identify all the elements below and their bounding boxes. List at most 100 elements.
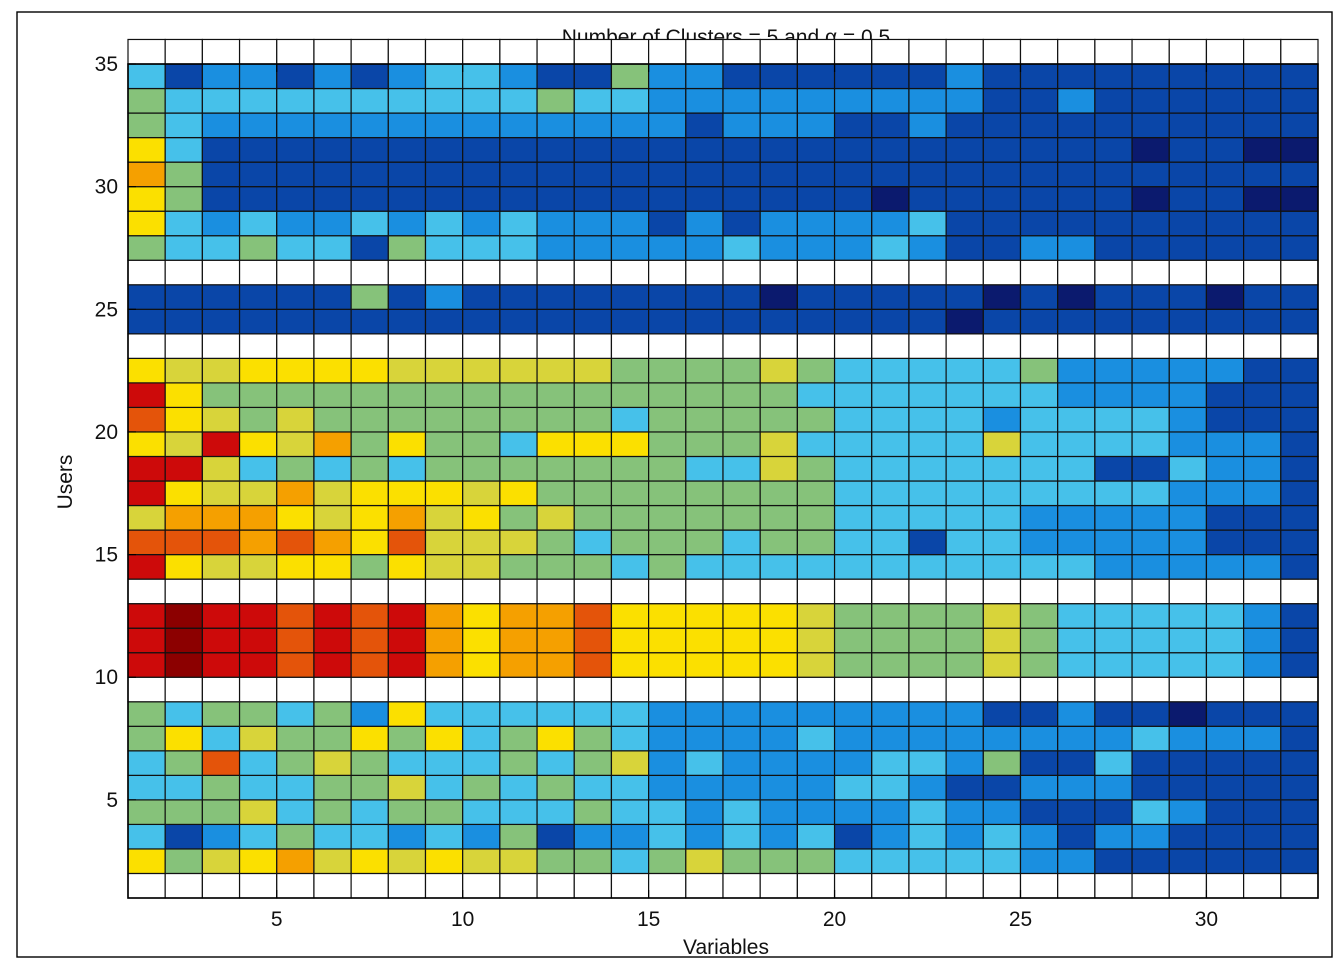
heatmap-cell [833, 799, 873, 826]
heatmap-cell [127, 136, 166, 163]
heatmap-cell [796, 652, 836, 678]
heatmap-cell [238, 210, 278, 237]
heatmap-cell [313, 259, 352, 286]
heatmap-cell [499, 872, 538, 899]
heatmap-cell [648, 136, 687, 163]
heatmap-cell [685, 553, 724, 580]
heatmap-cell [1131, 87, 1170, 114]
heatmap-cell [759, 87, 798, 114]
heatmap-cell [536, 799, 575, 826]
heatmap-cell [387, 603, 427, 629]
heatmap-cell [722, 676, 761, 703]
heatmap-cell [1168, 406, 1208, 433]
heatmap-cell [313, 504, 352, 531]
heatmap-cell [1019, 333, 1059, 359]
heatmap-cell [313, 210, 352, 237]
heatmap-cell [982, 799, 1022, 826]
heatmap-cell [982, 872, 1022, 899]
plot-area-border [127, 63, 1319, 899]
heatmap-cell [871, 750, 910, 776]
heatmap-cell [908, 603, 947, 629]
heatmap-cell [350, 578, 389, 605]
heatmap-cell [424, 161, 464, 188]
heatmap-cell [945, 308, 984, 335]
heatmap-cell [871, 774, 910, 801]
heatmap-cell [1205, 725, 1245, 752]
heatmap-cell [499, 382, 538, 409]
heatmap-cell [759, 823, 798, 850]
heatmap-cell [1131, 774, 1170, 801]
heatmap-cell [1168, 259, 1208, 286]
heatmap-cell [350, 161, 389, 188]
heatmap-cell [201, 480, 241, 507]
heatmap-cell [573, 848, 613, 875]
heatmap-cell [313, 235, 352, 261]
heatmap-cell [238, 333, 278, 359]
heatmap-cell [1131, 210, 1170, 237]
heatmap-cell [1205, 480, 1245, 507]
heatmap-cell [1094, 38, 1133, 65]
heatmap-cell [982, 480, 1022, 507]
heatmap-cell [945, 676, 984, 703]
heatmap-cell [387, 701, 427, 727]
heatmap-cell [1131, 504, 1170, 531]
heatmap-cell [424, 455, 464, 482]
heatmap-cell [1168, 529, 1208, 556]
heatmap-cell [387, 308, 427, 335]
heatmap-cell [796, 136, 836, 163]
heatmap-cell [871, 186, 910, 212]
heatmap-cell [276, 603, 315, 629]
heatmap-cell [945, 431, 984, 458]
heatmap-cell [1057, 455, 1096, 482]
heatmap-cell [1057, 259, 1096, 286]
heatmap-cell [127, 210, 166, 237]
heatmap-cell [1019, 529, 1059, 556]
heatmap-cell [164, 210, 203, 237]
heatmap-cell [387, 823, 427, 850]
heatmap-cell [462, 161, 501, 188]
heatmap-cell [648, 823, 687, 850]
heatmap-cell [424, 186, 464, 212]
heatmap-cell [350, 63, 389, 90]
heatmap-cell [796, 210, 836, 237]
heatmap-cell [499, 235, 538, 261]
heatmap-cell [164, 504, 203, 531]
heatmap-cell [164, 676, 203, 703]
heatmap-cell [982, 308, 1022, 335]
heatmap-cell [1094, 652, 1133, 678]
heatmap-cell [1168, 38, 1208, 65]
heatmap-cell [945, 725, 984, 752]
heatmap-cell [982, 333, 1022, 359]
heatmap-cell [1094, 627, 1133, 654]
heatmap-cell [982, 627, 1022, 654]
heatmap-cell [1280, 186, 1319, 212]
heatmap-cell [685, 676, 724, 703]
heatmap-cell [387, 382, 427, 409]
heatmap-cell [982, 112, 1022, 139]
heatmap-cell [573, 529, 613, 556]
heatmap-cell [908, 529, 947, 556]
heatmap-cell [796, 774, 836, 801]
heatmap-cell [387, 799, 427, 826]
heatmap-cell [722, 480, 761, 507]
heatmap-cell [1243, 431, 1282, 458]
heatmap-cell [610, 186, 650, 212]
heatmap-cell [648, 504, 687, 531]
heatmap-cell [1205, 235, 1245, 261]
heatmap-cell [1168, 848, 1208, 875]
heatmap-cell [908, 455, 947, 482]
heatmap-cell [573, 38, 613, 65]
heatmap-cell [1205, 87, 1245, 114]
heatmap-cell [796, 63, 836, 90]
heatmap-cell [164, 480, 203, 507]
heatmap-cell [238, 774, 278, 801]
heatmap-cell [462, 652, 501, 678]
heatmap-cell [164, 578, 203, 605]
heatmap-cell [982, 774, 1022, 801]
y-tick-label: 35 [95, 53, 118, 76]
heatmap-cell [1280, 333, 1319, 359]
heatmap-cell [796, 799, 836, 826]
heatmap-cell [796, 872, 836, 899]
heatmap-cell [573, 382, 613, 409]
heatmap-cell [238, 382, 278, 409]
